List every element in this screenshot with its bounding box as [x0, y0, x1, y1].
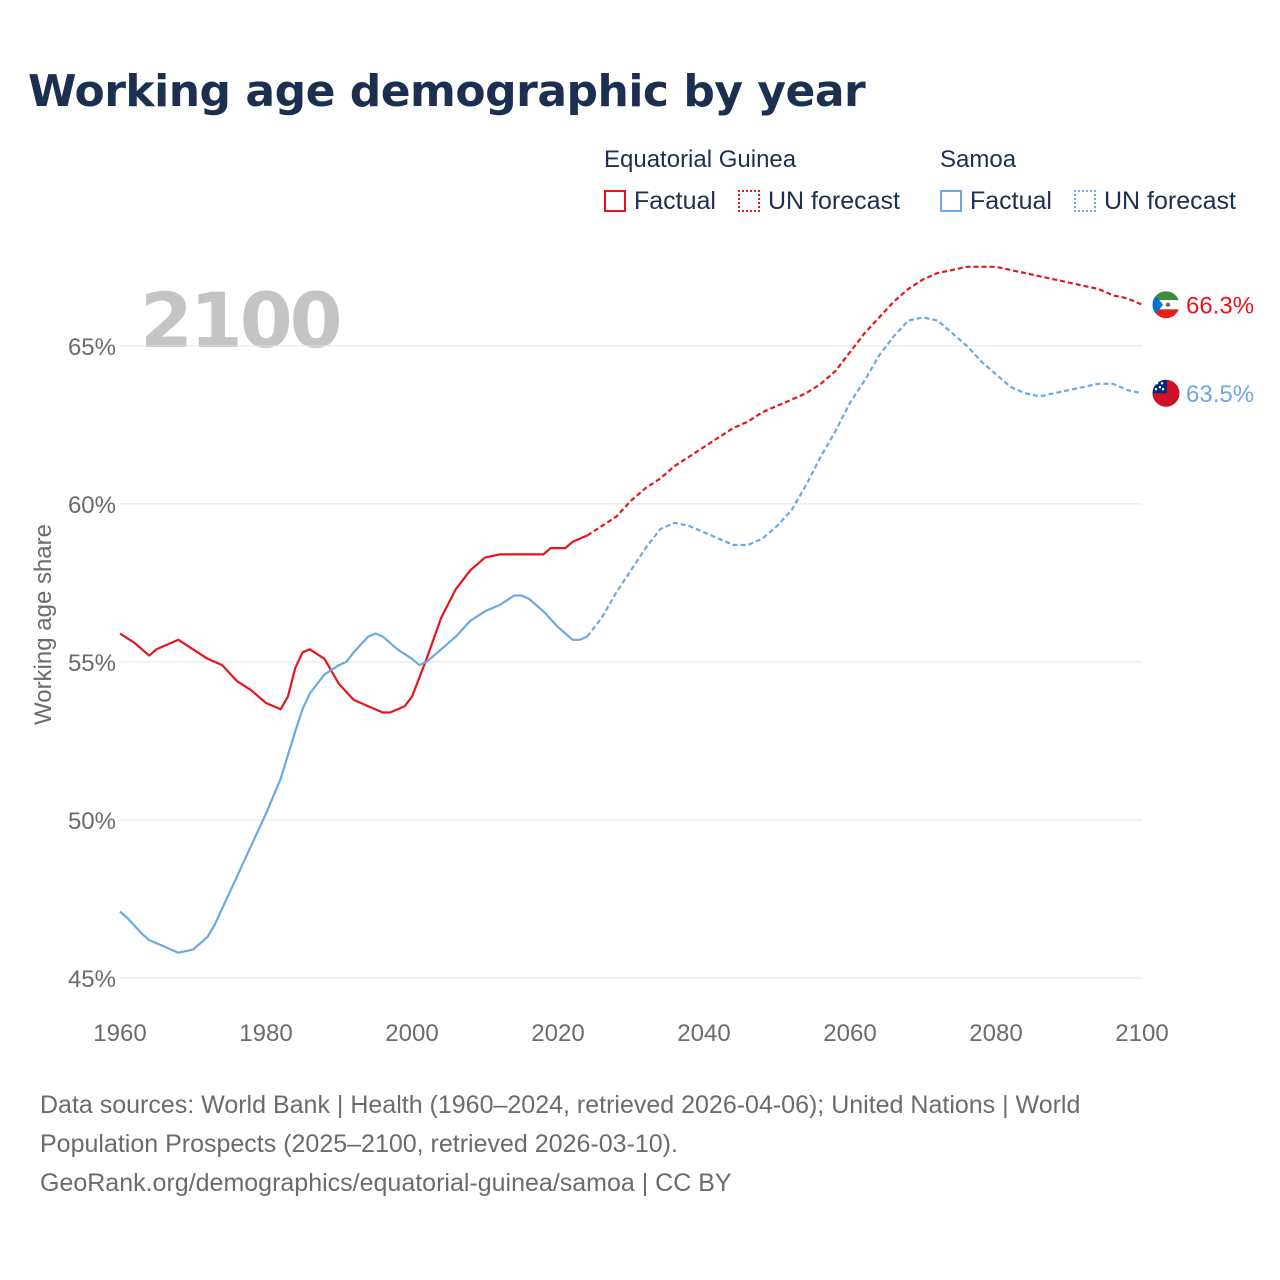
source-line-1: Data sources: World Bank | Health (1960–…	[40, 1091, 1081, 1158]
x-tick-label: 2100	[1115, 1020, 1168, 1047]
legend-swatch-dotted	[738, 190, 760, 212]
legend-item-samoa-forecast[interactable]: UN forecast	[1074, 186, 1236, 216]
x-tick-label: 2040	[677, 1020, 730, 1047]
series-line-equatorial-guinea-forecast[interactable]	[586, 265, 1143, 537]
y-tick-label: 65%	[68, 334, 116, 361]
series	[119, 265, 1143, 954]
flag-equatorial-guinea-icon	[1151, 290, 1181, 320]
legend-label: UN forecast	[1104, 186, 1236, 215]
x-tick-label: 2020	[531, 1020, 584, 1047]
y-tick-label: 55%	[68, 650, 116, 677]
series-line-samoa-factual[interactable]	[119, 594, 588, 954]
flag-samoa-icon	[1151, 378, 1181, 408]
legend-group-equatorial-guinea: Equatorial Guinea	[604, 146, 797, 173]
legend-swatch-dotted	[1074, 190, 1096, 212]
series-line-equatorial-guinea-factual[interactable]	[119, 534, 588, 714]
x-tick-label: 2060	[823, 1020, 876, 1047]
x-tick-label: 2080	[969, 1020, 1022, 1047]
legend-swatch-solid	[940, 190, 962, 212]
x-tick-label: 2000	[385, 1020, 438, 1047]
source-note: Data sources: World Bank | Health (1960–…	[40, 1086, 1200, 1203]
chart-title: Working age demographic by year	[28, 66, 866, 117]
x-tick-label: 1980	[239, 1020, 292, 1047]
legend-label: UN forecast	[768, 186, 900, 215]
y-tick-label: 45%	[68, 966, 116, 993]
legend-label: Factual	[634, 186, 716, 215]
x-tick-label: 1960	[93, 1020, 146, 1047]
legend-group-samoa: Samoa	[940, 146, 1017, 173]
axes: 45% 50% 55% 60% 65% 1960 1980 2000 2020 2040 2060 2…	[30, 334, 1169, 1047]
y-tick-label: 50%	[68, 808, 116, 835]
y-tick-label: 60%	[68, 492, 116, 519]
legend-item-eqg-forecast[interactable]: UN forecast	[738, 186, 900, 216]
series-line-samoa-forecast[interactable]	[586, 316, 1143, 638]
legend-swatch-solid	[604, 190, 626, 212]
source-line-2[interactable]: GeoRank.org/demographics/equatorial-guin…	[40, 1169, 732, 1197]
grid	[120, 345, 1142, 979]
end-value-label-samoa: 63.5%	[1186, 381, 1254, 408]
end-value-label-equatorial-guinea: 66.3%	[1186, 293, 1254, 320]
legend-label: Factual	[970, 186, 1052, 215]
y-axis-label: Working age share	[30, 524, 57, 725]
legend-item-eqg-factual[interactable]: Factual	[604, 186, 716, 216]
highlight-year: 2100	[140, 276, 343, 365]
line-chart: 45% 50% 55% 60% 65% 1960 1980 2000 2020 2040 2060 2…	[30, 265, 1254, 1047]
end-labels: 66.3% 63.5%	[1151, 290, 1254, 408]
legend-item-samoa-factual[interactable]: Factual	[940, 186, 1052, 216]
